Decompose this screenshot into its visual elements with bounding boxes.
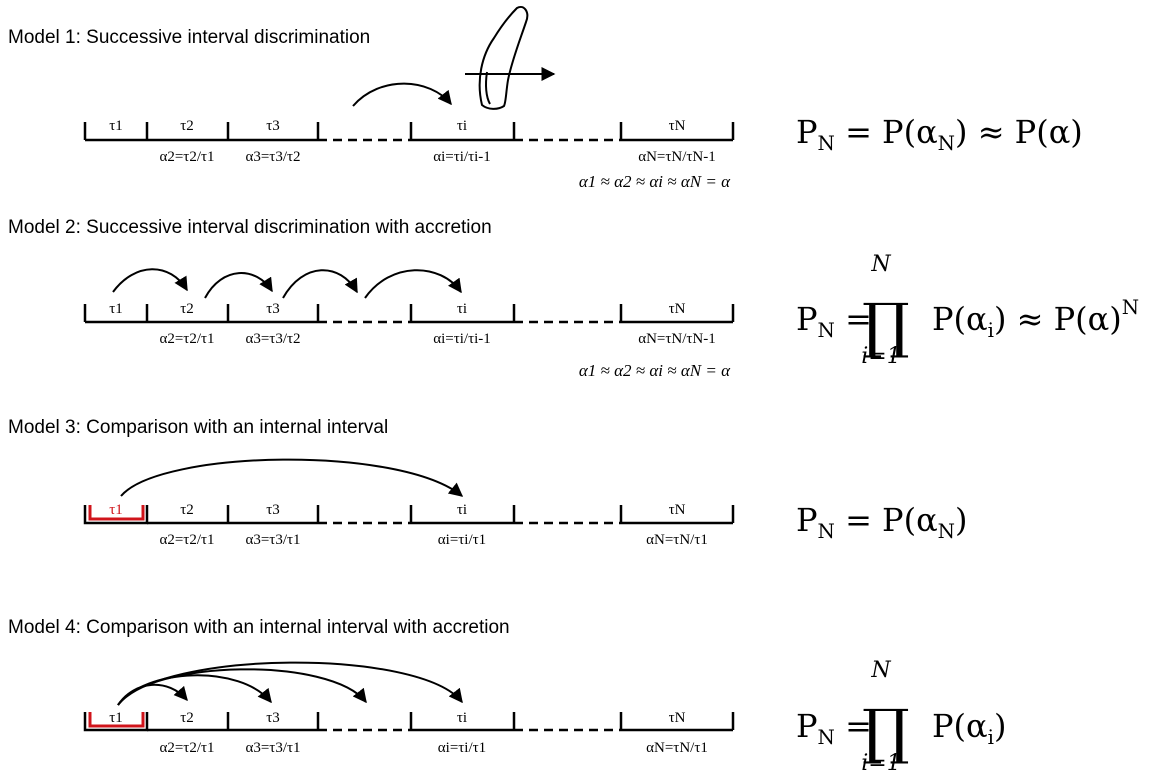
ratio-2-label: α2=τ2/τ1 [159, 740, 214, 756]
tau-1-label: τ1 [109, 118, 123, 134]
tau-2-label: τ2 [180, 710, 194, 726]
finger-swipe-icon [465, 6, 556, 110]
model-3-title: Model 3: Comparison with an internal int… [8, 417, 388, 438]
ratio-n-label: αN=τN/τN-1 [638, 331, 716, 347]
model-1: Model 1: Successive interval discriminat… [8, 6, 1083, 191]
formula-4: PN = [796, 707, 872, 749]
model-2-title: Model 2: Successive interval discriminat… [8, 217, 492, 238]
tau-3-label: τ3 [266, 301, 280, 317]
tau-i-label: τi [457, 118, 467, 134]
tau-i-label: τi [457, 710, 467, 726]
ratio-2-label: α2=τ2/τ1 [159, 149, 214, 165]
ratio-3-label: α3=τ3/τ2 [245, 331, 300, 347]
model-4-title: Model 4: Comparison with an internal int… [8, 617, 510, 638]
reference-interval [83, 712, 149, 732]
tau-i-label: τi [457, 301, 467, 317]
tau-n-label: τN [669, 301, 686, 317]
approx-relation: α1 ≈ α2 ≈ αi ≈ αN = α [579, 172, 731, 191]
successive-arrows [112, 268, 462, 299]
product-upper: N [870, 252, 891, 277]
timeline-1 [83, 122, 735, 142]
ratio-n-label: αN=τN/τN-1 [638, 149, 716, 165]
model-4: Model 4: Comparison with an internal int… [8, 617, 1006, 775]
tau-n-label: τN [669, 118, 686, 134]
ratio-n-label: αN=τN/τ1 [646, 532, 708, 548]
tau-3-label: τ3 [266, 710, 280, 726]
tau-2-label: τ2 [180, 301, 194, 317]
tau-1-label: τ1 [109, 502, 123, 518]
timeline-3 [147, 505, 735, 525]
tau-i-label: τi [457, 502, 467, 518]
product-lower: i=1 [861, 344, 900, 369]
tau-1-label: τ1 [109, 301, 123, 317]
tau-n-label: τN [669, 710, 686, 726]
ratio-3-label: α3=τ3/τ2 [245, 149, 300, 165]
product-upper: N [870, 658, 891, 683]
formula-2-rhs: P(αi) ≈ P(α)N [932, 296, 1139, 342]
ratio-3-label: α3=τ3/τ1 [245, 740, 300, 756]
tau-2-label: τ2 [180, 118, 194, 134]
formula-2: PN = [796, 300, 872, 342]
ratio-2-label: α2=τ2/τ1 [159, 331, 214, 347]
tau-3-label: τ3 [266, 502, 280, 518]
product-lower: i=1 [861, 751, 900, 775]
tau-1-label: τ1 [109, 710, 123, 726]
tau-n-label: τN [669, 502, 686, 518]
ratio-i-label: αi=τi/τ1 [438, 740, 486, 756]
formula-3: PN = P(αN) [796, 501, 968, 543]
approx-relation: α1 ≈ α2 ≈ αi ≈ αN = α [579, 361, 731, 380]
ratio-i-label: αi=τi/τ1 [438, 532, 486, 548]
reference-interval [83, 505, 149, 525]
tau-3-label: τ3 [266, 118, 280, 134]
product-symbol: ∏ [862, 291, 910, 361]
model-3: Model 3: Comparison with an internal int… [8, 417, 968, 548]
arrow-to-tau-i [352, 82, 452, 107]
ratio-n-label: αN=τN/τ1 [646, 740, 708, 756]
timeline-4 [147, 712, 735, 732]
product-symbol: ∏ [862, 697, 910, 767]
arrow-first-to-i [120, 458, 464, 497]
ratio-3-label: α3=τ3/τ1 [245, 532, 300, 548]
ratio-i-label: αi=τi/τi-1 [433, 331, 491, 347]
ratio-2-label: α2=τ2/τ1 [159, 532, 214, 548]
ratio-i-label: αi=τi/τi-1 [433, 149, 491, 165]
formula-4-rhs: P(αi) [932, 707, 1006, 749]
model-2: Model 2: Successive interval discriminat… [8, 217, 1139, 380]
tau-2-label: τ2 [180, 502, 194, 518]
fan-arrows [117, 661, 463, 706]
timeline-2 [83, 304, 735, 324]
model-1-title: Model 1: Successive interval discriminat… [8, 27, 370, 48]
formula-1: PN = P(αN) ≈ P(α) [796, 113, 1083, 155]
